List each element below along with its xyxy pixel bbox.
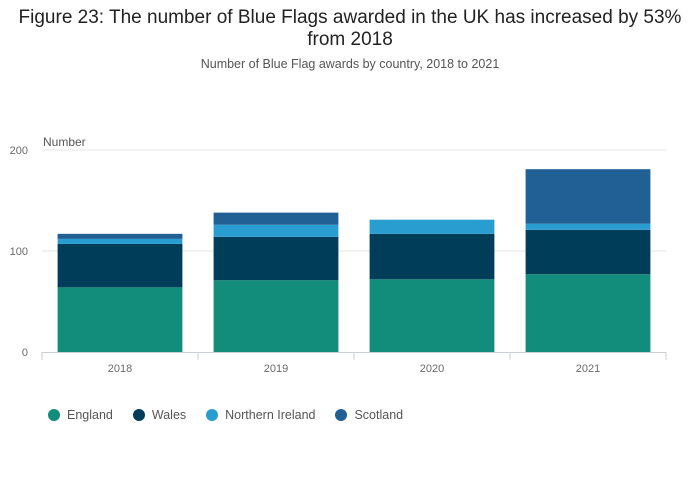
- bar-northern-ireland-2020: [369, 219, 495, 234]
- bar-scotland-2021: [525, 169, 651, 224]
- x-tick-label: 2018: [108, 363, 132, 375]
- y-tick-label: 200: [10, 145, 28, 157]
- bar-northern-ireland-2018: [57, 238, 183, 244]
- legend-item-northern-ireland[interactable]: Northern Ireland: [206, 408, 315, 422]
- chart-subtitle: Number of Blue Flag awards by country, 2…: [200, 57, 500, 71]
- bar-northern-ireland-2019: [213, 224, 339, 237]
- bar-england-2020: [369, 279, 495, 352]
- bar-scotland-2019: [213, 212, 339, 225]
- y-tick-label: 0: [22, 347, 28, 359]
- chart-legend: England Wales Northern Ireland Scotland: [48, 408, 423, 422]
- legend-item-wales[interactable]: Wales: [132, 408, 187, 422]
- legend-label: Wales: [151, 408, 187, 422]
- x-tick-label: 2020: [420, 363, 444, 375]
- bar-scotland-2018: [57, 233, 183, 239]
- bar-england-2019: [213, 280, 339, 352]
- bar-wales-2020: [369, 233, 495, 280]
- legend-label: Scotland: [354, 408, 404, 422]
- y-tick-label: 100: [10, 246, 28, 258]
- legend-swatch: [206, 409, 219, 421]
- chart-title: Figure 23: The number of Blue Flags awar…: [18, 7, 682, 50]
- legend-swatch: [335, 409, 348, 421]
- legend-item-scotland[interactable]: Scotland: [335, 408, 403, 422]
- bar-wales-2018: [57, 243, 183, 288]
- y-axis-title: Number: [43, 135, 86, 149]
- bar-england-2021: [525, 274, 651, 352]
- bar-wales-2021: [525, 229, 651, 275]
- bar-england-2018: [57, 287, 183, 352]
- legend-label: Northern Ireland: [225, 408, 316, 422]
- legend-label: England: [67, 408, 113, 422]
- bar-wales-2019: [213, 236, 339, 281]
- x-tick-label: 2019: [264, 363, 288, 375]
- x-tick-label: 2021: [576, 363, 600, 375]
- legend-swatch: [132, 409, 145, 421]
- bar-northern-ireland-2021: [525, 223, 651, 230]
- legend-swatch: [48, 409, 60, 421]
- legend-item-england[interactable]: England: [48, 408, 113, 422]
